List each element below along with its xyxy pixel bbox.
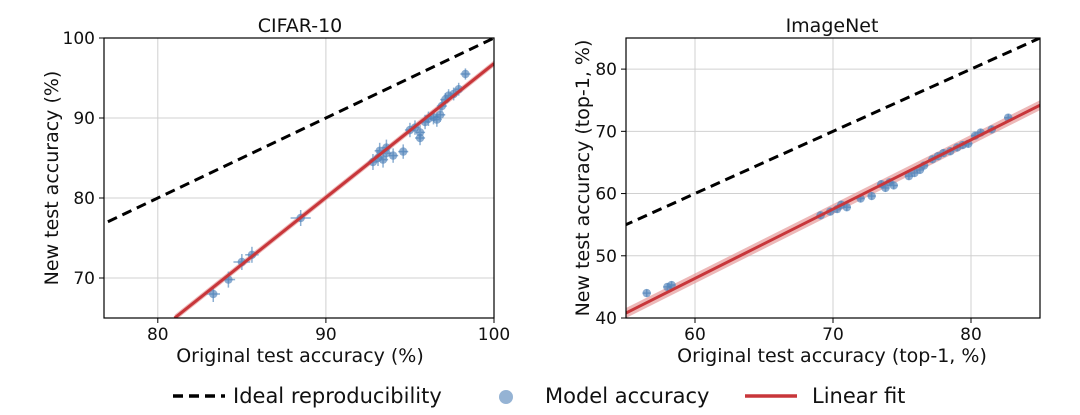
cifar10-data-point xyxy=(206,286,220,302)
cifar10-fit-line xyxy=(173,62,494,318)
imagenet-ideal-line xyxy=(626,38,1040,227)
imagenet-point-marker xyxy=(842,203,851,212)
cifar10-point-marker xyxy=(436,110,445,120)
cifar10-point-marker xyxy=(461,69,470,79)
imagenet-point-marker xyxy=(889,181,898,190)
cifar10-data-point xyxy=(435,107,446,122)
cifar10-panel: CIFAR-10 Original test accuracy (%) New … xyxy=(41,15,510,367)
imagenet-xlabel: Original test accuracy (top-1, %) xyxy=(677,345,987,367)
cifar10-x-tick-label: 90 xyxy=(315,325,337,345)
cifar10-data-point xyxy=(460,68,471,80)
imagenet-data-point xyxy=(842,203,851,212)
imagenet-panel: ImageNet Original test accuracy (top-1, … xyxy=(572,15,1041,367)
imagenet-x-tick-label: 70 xyxy=(822,325,844,345)
cifar10-x-tick-label: 100 xyxy=(478,325,510,345)
cifar10-ylabel: New test accuracy (%) xyxy=(41,71,63,286)
legend-ideal-label: Ideal reproducibility xyxy=(233,384,442,408)
cifar10-point-marker xyxy=(415,133,425,143)
legend-model-swatch xyxy=(499,390,513,404)
cifar10-y-tick-label: 70 xyxy=(73,269,95,289)
cifar10-point-marker xyxy=(388,151,398,160)
cifar10-point-marker xyxy=(378,155,388,164)
imagenet-plot-area xyxy=(626,38,1040,318)
cifar10-plot-area xyxy=(104,38,494,318)
imagenet-data-point xyxy=(867,191,876,201)
imagenet-y-tick-label: 60 xyxy=(595,185,617,205)
cifar10-point-marker xyxy=(209,289,218,299)
cifar10-ideal-line xyxy=(104,38,494,226)
imagenet-data-point xyxy=(667,280,676,290)
cifar10-y-tick-label: 90 xyxy=(73,109,95,129)
cifar10-title: CIFAR-10 xyxy=(258,15,343,37)
imagenet-point-marker xyxy=(642,288,651,298)
imagenet-y-tick-label: 50 xyxy=(595,247,617,267)
imagenet-point-marker xyxy=(667,280,676,290)
cifar10-data-point xyxy=(414,130,426,146)
imagenet-x-tick-label: 80 xyxy=(960,325,982,345)
cifar10-data-point xyxy=(398,144,409,159)
legend: Ideal reproducibility Model accuracy Lin… xyxy=(173,384,905,408)
imagenet-axes-frame xyxy=(625,37,1041,319)
imagenet-x-tick-label: 60 xyxy=(684,325,706,345)
cifar10-point-marker xyxy=(399,147,408,156)
cifar10-y-tick-label: 100 xyxy=(63,29,95,49)
cifar10-data-point xyxy=(388,148,399,163)
cifar10-x-tick-label: 80 xyxy=(147,325,169,345)
cifar10-axes-frame xyxy=(103,37,495,319)
imagenet-y-tick-label: 40 xyxy=(595,309,617,329)
imagenet-y-tick-label: 80 xyxy=(595,60,617,80)
cifar10-y-tick-label: 80 xyxy=(73,189,95,209)
cifar10-xlabel: Original test accuracy (%) xyxy=(176,345,424,367)
imagenet-point-marker xyxy=(867,191,876,201)
imagenet-data-point xyxy=(642,288,651,298)
imagenet-ylabel: New test accuracy (top-1, %) xyxy=(572,40,594,317)
imagenet-title: ImageNet xyxy=(786,15,879,37)
imagenet-fit-line xyxy=(626,103,1040,315)
imagenet-data-point xyxy=(889,181,898,190)
legend-model-label: Model accuracy xyxy=(545,384,709,408)
imagenet-y-tick-label: 70 xyxy=(595,122,617,142)
legend-fit-label: Linear fit xyxy=(812,384,905,408)
